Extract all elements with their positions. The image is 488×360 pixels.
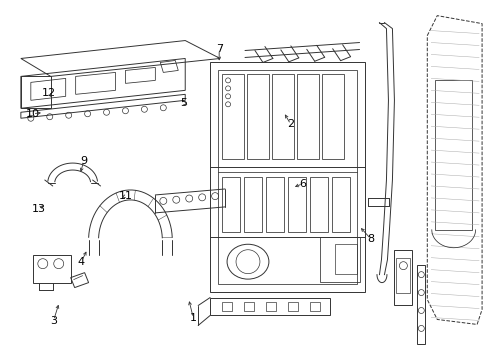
Bar <box>222 177 240 232</box>
Text: 10: 10 <box>25 109 40 119</box>
Bar <box>394 250 411 305</box>
Bar <box>334 244 356 274</box>
Text: 2: 2 <box>286 120 294 129</box>
Bar <box>265 302 275 311</box>
Bar <box>321 75 343 159</box>
Text: 13: 13 <box>32 204 46 215</box>
Bar <box>210 62 364 292</box>
Bar <box>396 258 409 293</box>
Bar <box>244 302 253 311</box>
Bar <box>210 298 329 315</box>
Bar <box>246 75 268 159</box>
Text: 4: 4 <box>78 257 85 267</box>
Bar <box>287 302 297 311</box>
Bar <box>309 302 319 311</box>
Text: 7: 7 <box>215 44 222 54</box>
Bar <box>416 265 425 345</box>
Bar <box>434 80 471 230</box>
Bar <box>222 302 232 311</box>
Text: 12: 12 <box>41 88 56 98</box>
Bar <box>331 177 349 232</box>
Bar <box>222 75 244 159</box>
Bar <box>244 177 262 232</box>
Bar <box>218 71 356 284</box>
Text: 6: 6 <box>299 179 306 189</box>
Bar <box>319 237 359 282</box>
Text: 3: 3 <box>50 316 57 325</box>
Text: 9: 9 <box>80 156 87 166</box>
Text: 11: 11 <box>119 191 132 201</box>
Text: 8: 8 <box>367 234 374 244</box>
Text: 5: 5 <box>180 98 187 108</box>
Bar <box>33 255 71 283</box>
Text: 1: 1 <box>189 313 197 323</box>
Bar <box>309 177 327 232</box>
Bar <box>296 75 318 159</box>
Bar <box>287 177 305 232</box>
Bar <box>271 75 293 159</box>
Bar <box>265 177 283 232</box>
